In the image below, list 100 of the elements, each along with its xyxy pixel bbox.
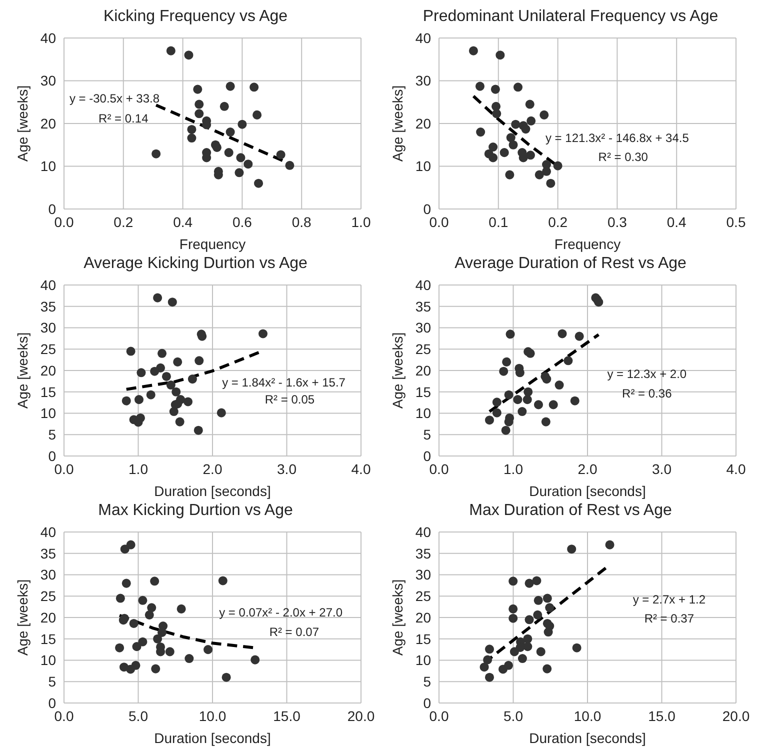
annotation: y = -30.5x + 33.8 (69, 92, 160, 106)
y-tick-label: 5 (48, 426, 56, 443)
y-tick-label: 0 (48, 694, 56, 711)
y-axis-title: Age [weeks] (390, 332, 406, 409)
y-tick-label: 5 (48, 674, 56, 690)
y-tick-label: 20 (415, 609, 432, 626)
x-tick-label: 0.8 (292, 214, 312, 230)
y-tick-label: 40 (40, 524, 56, 540)
y-tick-label: 25 (40, 341, 56, 358)
chart-title: Max Duration of Rest vs Age (468, 502, 673, 521)
x-tick-label: 4.0 (351, 460, 371, 477)
y-axis-title: Age [weeks] (390, 85, 406, 162)
y-tick-label: 10 (40, 405, 56, 422)
y-tick-label: 15 (415, 384, 432, 400)
y-tick-label: 20 (40, 362, 56, 378)
chart-title: Max Kicking Durtion vs Age (97, 502, 294, 521)
y-tick-label: 40 (40, 276, 56, 293)
x-tick-label: 3.0 (652, 460, 672, 477)
y-tick-label: 15 (40, 630, 56, 647)
y-axis-title: Age [weeks] (390, 579, 406, 656)
x-tick-label: 20.0 (347, 708, 375, 724)
y-tick-label: 0 (423, 200, 432, 217)
y-tick-label: 20 (40, 609, 56, 626)
y-tick-label: 15 (40, 384, 56, 400)
y-tick-label: 40 (415, 30, 432, 46)
y-tick-label: 30 (40, 566, 56, 583)
y-tick-label: 30 (415, 320, 432, 336)
x-tick-label: 0.2 (114, 214, 134, 230)
y-axis-title: Age [weeks] (14, 85, 31, 162)
x-tick-label: 0.3 (607, 214, 628, 230)
annotation: R² = 0.36 (622, 386, 672, 401)
y-tick-label: 10 (415, 652, 432, 668)
x-axis-title: Duration [seconds] (529, 730, 646, 746)
annotation: y = 2.7x + 1.2 (632, 592, 706, 607)
y-tick-label: 40 (415, 524, 432, 540)
y-tick-label: 40 (40, 30, 56, 46)
x-axis-title: Frequency (179, 236, 246, 252)
y-tick-label: 30 (40, 320, 56, 336)
x-tick-label: 15.0 (273, 708, 301, 724)
y-axis-title: Age [weeks] (14, 579, 31, 656)
y-tick-label: 25 (415, 588, 432, 604)
y-tick-label: 10 (40, 652, 56, 668)
annotation: y = 0.07x² - 2.0x + 27.0 (219, 605, 343, 620)
chart-title: Kicking Frequency vs Age (102, 8, 289, 27)
x-axis-title: Duration [seconds] (154, 730, 271, 746)
x-tick-label: 0.5 (726, 214, 746, 230)
y-axis-title: Age [weeks] (14, 332, 31, 409)
x-tick-label: 10.0 (574, 708, 602, 724)
y-tick-label: 40 (415, 276, 432, 293)
x-tick-label: 0.1 (488, 214, 508, 230)
x-tick-label: 5.0 (504, 708, 524, 724)
y-tick-label: 20 (415, 115, 432, 132)
x-tick-label: 1.0 (128, 460, 148, 477)
annotation: y = 12.3x + 2.0 (607, 366, 687, 381)
x-tick-label: 0.2 (548, 214, 568, 230)
chart-title: Predominant Unilateral Frequency vs Age (422, 8, 720, 27)
x-tick-label: 0.6 (232, 214, 252, 230)
annotation: R² = 0.37 (644, 611, 694, 626)
chart-title: Average Kicking Durtion vs Age (82, 255, 308, 274)
y-tick-label: 30 (415, 566, 432, 583)
annotation: y = 1.84x² - 1.6x + 15.7 (222, 375, 346, 390)
y-tick-label: 0 (423, 694, 432, 711)
x-tick-label: 3.0 (277, 460, 297, 477)
x-tick-label: 1.0 (504, 460, 524, 477)
x-tick-label: 0.0 (429, 214, 449, 230)
y-tick-label: 0 (423, 448, 432, 464)
x-tick-label: 0.0 (429, 460, 449, 477)
x-axis-title: Frequency (554, 236, 621, 252)
annotation: R² = 0.07 (269, 625, 320, 640)
y-tick-label: 30 (40, 72, 56, 89)
x-tick-label: 1.0 (351, 214, 371, 230)
annotation: y = 121.3x² - 146.8x + 34.5 (545, 131, 690, 146)
x-tick-label: 2.0 (202, 460, 222, 477)
x-tick-label: 0.4 (173, 214, 193, 230)
y-tick-label: 35 (40, 298, 56, 314)
y-tick-label: 30 (415, 72, 432, 89)
x-tick-label: 0.0 (54, 460, 74, 477)
x-tick-label: 0.0 (429, 708, 449, 724)
y-tick-label: 20 (415, 362, 432, 378)
x-tick-label: 5.0 (128, 708, 148, 724)
x-tick-label: 10.0 (198, 708, 226, 724)
annotation: R² = 0.14 (98, 111, 149, 126)
y-tick-label: 0 (48, 200, 56, 217)
x-tick-label: 20.0 (722, 708, 750, 724)
y-tick-label: 35 (415, 298, 432, 314)
y-tick-label: 20 (40, 115, 56, 132)
y-tick-label: 5 (423, 674, 432, 690)
y-tick-label: 10 (415, 405, 432, 422)
y-tick-label: 35 (415, 545, 432, 562)
x-tick-label: 0.0 (54, 214, 74, 230)
x-tick-label: 0.0 (54, 708, 74, 724)
x-axis-title: Duration [seconds] (154, 483, 271, 499)
annotation: R² = 0.30 (598, 150, 648, 164)
y-tick-label: 10 (40, 158, 56, 174)
x-tick-label: 0.4 (666, 214, 687, 230)
x-tick-label: 15.0 (648, 708, 676, 724)
chart-title: Average Duration of Rest vs Age (454, 255, 688, 274)
annotation: R² = 0.05 (264, 392, 315, 407)
y-tick-label: 25 (415, 341, 432, 358)
y-tick-label: 15 (415, 630, 432, 647)
